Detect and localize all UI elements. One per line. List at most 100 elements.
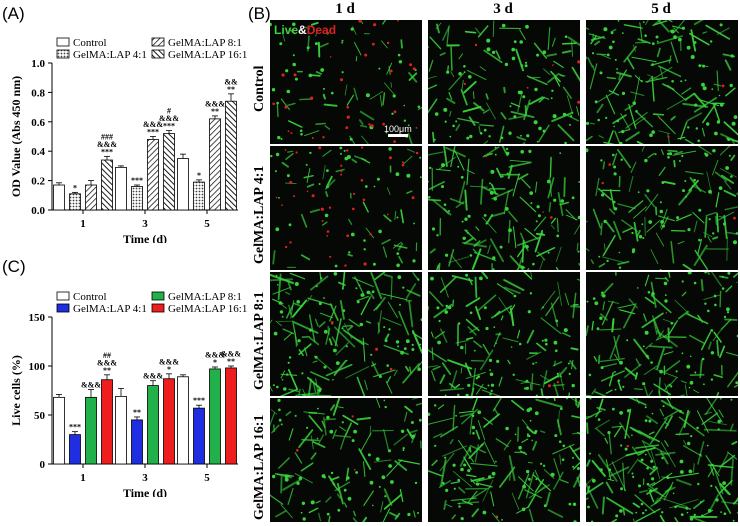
significance-mark: *** xyxy=(163,122,175,131)
x-tick-label: 5 xyxy=(204,218,210,230)
significance-mark: &&& xyxy=(159,114,179,123)
micrograph-tile xyxy=(586,146,738,270)
significance-mark: * xyxy=(167,365,171,374)
legend-label: GelMA:LAP 8:1 xyxy=(168,291,242,303)
amp-label: & xyxy=(298,23,307,37)
micrograph-tile xyxy=(428,398,580,522)
legend-swatch xyxy=(151,291,165,301)
legend-swatch xyxy=(56,303,70,313)
significance-mark: * xyxy=(213,358,217,367)
micrograph-image xyxy=(586,398,738,522)
bar xyxy=(131,186,143,211)
legend-swatch xyxy=(151,303,165,313)
y-tick-label: 1.0 xyxy=(31,58,45,70)
panel-label-a: (A) xyxy=(2,4,25,23)
column-header: 3 d xyxy=(493,1,513,17)
significance-mark: ** xyxy=(103,366,111,375)
bar xyxy=(131,419,143,465)
micrograph-tile xyxy=(270,146,422,270)
scale-bar-line xyxy=(388,134,408,137)
micrograph-tile xyxy=(428,20,580,144)
y-tick-label: 0.6 xyxy=(31,117,45,129)
row-header: GelMA:LAP 16:1 xyxy=(252,414,267,521)
y-tick-label: 0.0 xyxy=(31,205,45,217)
bar xyxy=(147,385,159,465)
y-tick-label: 50 xyxy=(34,410,46,422)
row-header: Control xyxy=(252,65,267,113)
legend-label: GelMA:LAP 4:1 xyxy=(73,303,147,315)
significance-mark: # xyxy=(167,107,171,116)
bar xyxy=(115,166,127,211)
micrograph-image xyxy=(586,272,738,396)
significance-mark: ** xyxy=(211,107,219,116)
y-tick-label: 100 xyxy=(29,361,46,373)
significance-mark: ** xyxy=(133,408,141,417)
micrograph-image xyxy=(428,398,580,522)
scale-bar-label: 100μm xyxy=(384,124,412,134)
micrograph-image xyxy=(428,272,580,396)
legend-swatch xyxy=(151,37,165,47)
bar xyxy=(163,378,175,465)
significance-mark: ## xyxy=(103,351,111,360)
bar xyxy=(101,159,113,211)
bar xyxy=(225,100,237,211)
significance-mark: ** xyxy=(227,85,235,94)
bar xyxy=(177,376,189,465)
bar xyxy=(163,133,175,211)
micrograph-image xyxy=(270,20,422,144)
micrograph-tile xyxy=(586,272,738,396)
significance-mark: &&& xyxy=(81,381,101,390)
significance-mark: &&& xyxy=(205,350,225,359)
significance-mark: &&& xyxy=(221,350,241,359)
significance-mark: *** xyxy=(131,176,143,185)
x-tick-label: 1 xyxy=(80,218,86,230)
legend-swatch xyxy=(56,291,70,301)
micrograph-image xyxy=(428,146,580,270)
micrograph-image xyxy=(270,272,422,396)
micrograph-image xyxy=(586,20,738,144)
legend-label: Control xyxy=(73,291,107,303)
panel-label-c: (C) xyxy=(2,257,26,276)
x-tick-label: 1 xyxy=(80,472,86,484)
live-label: Live xyxy=(274,23,299,37)
bar xyxy=(101,379,113,465)
live-dead-label: Live&Dead xyxy=(274,23,336,37)
significance-mark: &&& xyxy=(97,358,117,367)
significance-mark: *** xyxy=(101,147,113,156)
bar xyxy=(209,368,221,465)
legend-label: GelMA:LAP 16:1 xyxy=(168,303,247,315)
micrograph-tile xyxy=(586,398,738,522)
micrograph-tile xyxy=(270,398,422,522)
row-header: GelMA:LAP 8:1 xyxy=(252,291,267,390)
micrograph-tile xyxy=(428,146,580,270)
dead-label: Dead xyxy=(306,23,337,37)
micrograph-image xyxy=(428,20,580,144)
legend-swatch xyxy=(151,49,165,59)
x-tick-label: 3 xyxy=(142,218,148,230)
y-tick-label: 0 xyxy=(40,459,46,471)
legend-label: GelMA:LAP 4:1 xyxy=(73,49,147,61)
significance-mark: * xyxy=(73,183,77,192)
y-tick-label: 150 xyxy=(29,312,46,324)
legend-swatch xyxy=(56,37,70,47)
bar xyxy=(225,367,237,465)
y-tick-label: 0.2 xyxy=(31,176,45,188)
column-header: 1 d xyxy=(335,1,355,17)
significance-mark: *** xyxy=(147,128,159,137)
micrograph-tile xyxy=(586,20,738,144)
x-tick-label: 3 xyxy=(142,472,148,484)
significance-mark: &&& xyxy=(159,357,179,366)
micrograph-image xyxy=(270,146,422,268)
micrograph-image xyxy=(586,146,738,270)
x-axis-label: Time (d) xyxy=(123,232,167,243)
significance-mark: ### xyxy=(101,132,113,141)
micrograph-tile xyxy=(270,272,422,396)
significance-mark: &&& xyxy=(97,140,117,149)
bar xyxy=(177,158,189,211)
legend-label: GelMA:LAP 8:1 xyxy=(168,37,242,49)
scale-bar: 100μm xyxy=(384,124,412,137)
significance-mark: &&& xyxy=(143,372,163,381)
significance-mark: * xyxy=(197,171,201,180)
bar xyxy=(53,396,65,465)
micrograph-image xyxy=(270,398,422,522)
